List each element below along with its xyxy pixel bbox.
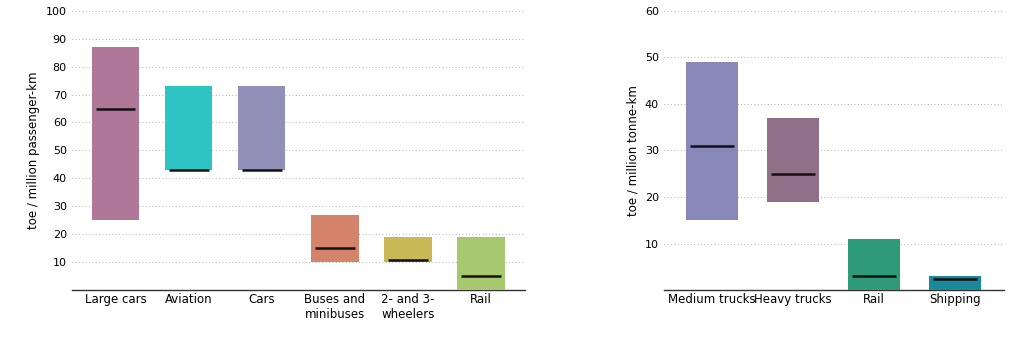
Bar: [311, 215, 358, 262]
Bar: [238, 86, 286, 170]
Bar: [165, 86, 212, 170]
Bar: [384, 237, 432, 262]
Bar: [929, 276, 981, 290]
Y-axis label: toe / million passenger-km: toe / million passenger-km: [28, 72, 40, 229]
Bar: [767, 118, 819, 202]
Bar: [92, 47, 139, 220]
Bar: [458, 237, 505, 290]
Bar: [848, 239, 900, 290]
Bar: [686, 62, 738, 220]
Y-axis label: toe / million tonne-km: toe / million tonne-km: [626, 85, 639, 216]
